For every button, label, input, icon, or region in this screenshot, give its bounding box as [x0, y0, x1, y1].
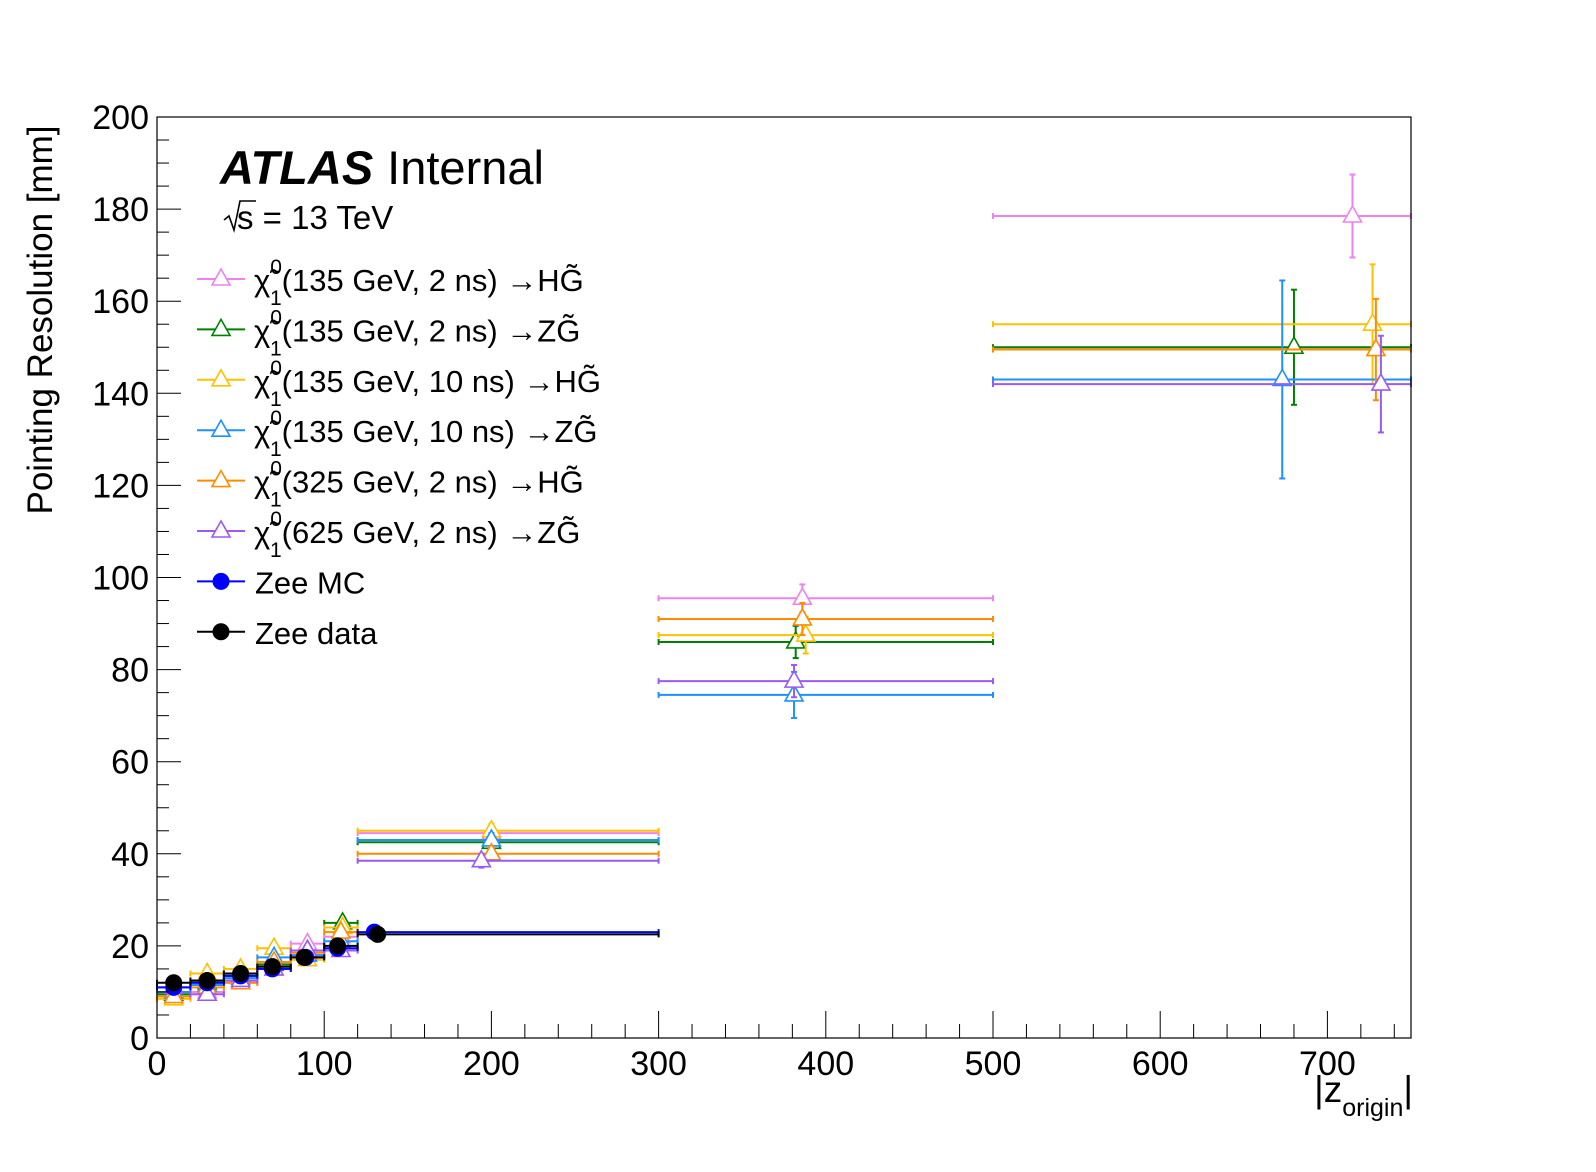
data-point — [369, 925, 387, 943]
legend-label: Zee data — [255, 616, 378, 651]
legend-label: χ̃0 1(135 GeV, 10 ns) →HG̃ — [254, 357, 601, 411]
data-point — [329, 937, 347, 955]
y-tick-label: 120 — [92, 467, 149, 505]
x-tick-label: 200 — [463, 1045, 520, 1083]
x-tick-label: 700 — [1299, 1045, 1356, 1083]
x-axis-label: |zorigin| — [1314, 1069, 1413, 1122]
neutralino-subscript: 1 — [270, 489, 282, 512]
x-tick-label: 300 — [630, 1045, 687, 1083]
legend-label: χ̃0 1(325 GeV, 2 ns) →HG̃ — [254, 458, 584, 512]
y-tick-label: 160 — [92, 283, 149, 321]
x-tick-label: 500 — [965, 1045, 1022, 1083]
data-point — [471, 849, 492, 868]
data-point — [232, 965, 250, 983]
legend-entry: Zee data — [197, 616, 378, 651]
energy-label-text: s = 13 TeV — [237, 199, 393, 236]
y-tick-label: 100 — [92, 560, 149, 598]
neutralino-subscript: 1 — [270, 388, 282, 411]
data-point — [165, 974, 183, 992]
y-tick-label: 140 — [92, 375, 149, 413]
legend-label: χ̃0 1(625 GeV, 2 ns) →ZG̃ — [254, 508, 580, 562]
neutralino-subscript: 1 — [270, 337, 282, 360]
legend: χ̃0 1(135 GeV, 2 ns) →HG̃χ̃0 1(135 GeV, 2 … — [197, 256, 601, 651]
legend-label-text: (135 GeV, 2 ns) →ZG̃ — [282, 313, 581, 348]
legend-swatch-marker — [210, 317, 232, 337]
data-point — [1362, 312, 1383, 332]
legend-label-text: (625 GeV, 2 ns) →ZG̃ — [282, 515, 581, 550]
y-axis-label: Pointing Resolution [mm] — [21, 125, 60, 514]
neutralino-superscript: 0 — [270, 256, 282, 279]
data-point — [330, 920, 352, 939]
legend-swatch-marker — [210, 267, 232, 286]
legend-entry: χ̃0 1(135 GeV, 10 ns) →ZG̃ — [197, 407, 598, 461]
neutralino-superscript: 0 — [270, 407, 282, 430]
legend-swatch-marker — [210, 368, 232, 387]
legend-label: Zee MC — [255, 565, 365, 600]
x-tick-label: 100 — [296, 1045, 353, 1083]
legend-swatch-marker — [210, 468, 232, 488]
data-point — [1283, 335, 1305, 355]
legend-label: χ̃0 1(135 GeV, 2 ns) →HG̃ — [254, 256, 584, 310]
x-axis-label-close: | — [1403, 1069, 1413, 1110]
legend-label: χ̃0 1(135 GeV, 10 ns) →ZG̃ — [254, 407, 598, 461]
legend-label-text: (135 GeV, 10 ns) →ZG̃ — [282, 414, 598, 449]
legend-entry: χ̃0 1(135 GeV, 10 ns) →HG̃ — [197, 357, 601, 411]
data-point — [198, 971, 216, 989]
sqrt-icon — [223, 200, 256, 233]
legend-entry: Zee MC — [197, 565, 365, 600]
x-tick-label: 0 — [148, 1045, 167, 1083]
y-tick-label: 60 — [111, 744, 149, 782]
neutralino-superscript: 0 — [270, 357, 282, 380]
y-tick-label: 40 — [111, 836, 149, 874]
legend-entry: χ̃0 1(135 GeV, 2 ns) →HG̃ — [197, 256, 584, 310]
legend-entry: χ̃0 1(325 GeV, 2 ns) →HG̃ — [197, 458, 584, 512]
y-tick-label: 200 — [92, 99, 149, 137]
legend-entry: χ̃0 1(135 GeV, 2 ns) →ZG̃ — [197, 306, 580, 360]
neutralino-superscript: 0 — [270, 458, 282, 481]
neutralino-superscript: 0 — [270, 508, 282, 531]
atlas-label: ATLAS Internal — [219, 141, 544, 194]
y-tick-label: 0 — [130, 1020, 149, 1058]
legend-label-text: (325 GeV, 2 ns) →HG̃ — [282, 464, 584, 499]
y-tick-label: 20 — [111, 928, 149, 966]
atlas-label-bold: ATLAS — [219, 141, 373, 194]
y-tick-label: 180 — [92, 191, 149, 229]
data-point — [1370, 372, 1392, 391]
neutralino-superscript: 0 — [270, 306, 282, 329]
legend-swatch-marker — [210, 418, 232, 438]
energy-label: s = 13 TeV — [223, 199, 393, 236]
neutralino-subscript: 1 — [270, 539, 282, 562]
y-tick-label: 80 — [111, 652, 149, 690]
data-point — [263, 958, 281, 976]
series-7 — [156, 925, 660, 992]
data-point — [783, 669, 805, 688]
legend-swatch-marker — [212, 572, 230, 590]
x-tick-label: 400 — [797, 1045, 854, 1083]
data-point — [792, 586, 813, 606]
neutralino-subscript: 1 — [270, 438, 282, 461]
data-point — [196, 982, 218, 1002]
atlas-status: Internal — [387, 141, 544, 194]
x-tick-label: 600 — [1132, 1045, 1189, 1083]
x-axis-label-main: |z — [1314, 1069, 1342, 1110]
legend-label: χ̃0 1(135 GeV, 2 ns) →ZG̃ — [254, 306, 580, 360]
data-point — [295, 948, 313, 966]
legend-swatch-marker — [210, 519, 232, 538]
data-point — [1342, 204, 1363, 223]
series-layer — [156, 173, 1412, 1006]
legend-entry: χ̃0 1(625 GeV, 2 ns) →ZG̃ — [197, 508, 580, 562]
legend-swatch-marker — [212, 623, 230, 641]
legend-label-text: (135 GeV, 10 ns) →HG̃ — [282, 364, 601, 399]
data-point — [795, 623, 817, 642]
data-point — [1271, 367, 1293, 387]
neutralino-subscript: 1 — [270, 287, 282, 310]
legend-label-text: (135 GeV, 2 ns) →HG̃ — [282, 263, 584, 298]
data-point — [792, 607, 813, 626]
x-axis-label-subscript: origin — [1342, 1094, 1403, 1122]
